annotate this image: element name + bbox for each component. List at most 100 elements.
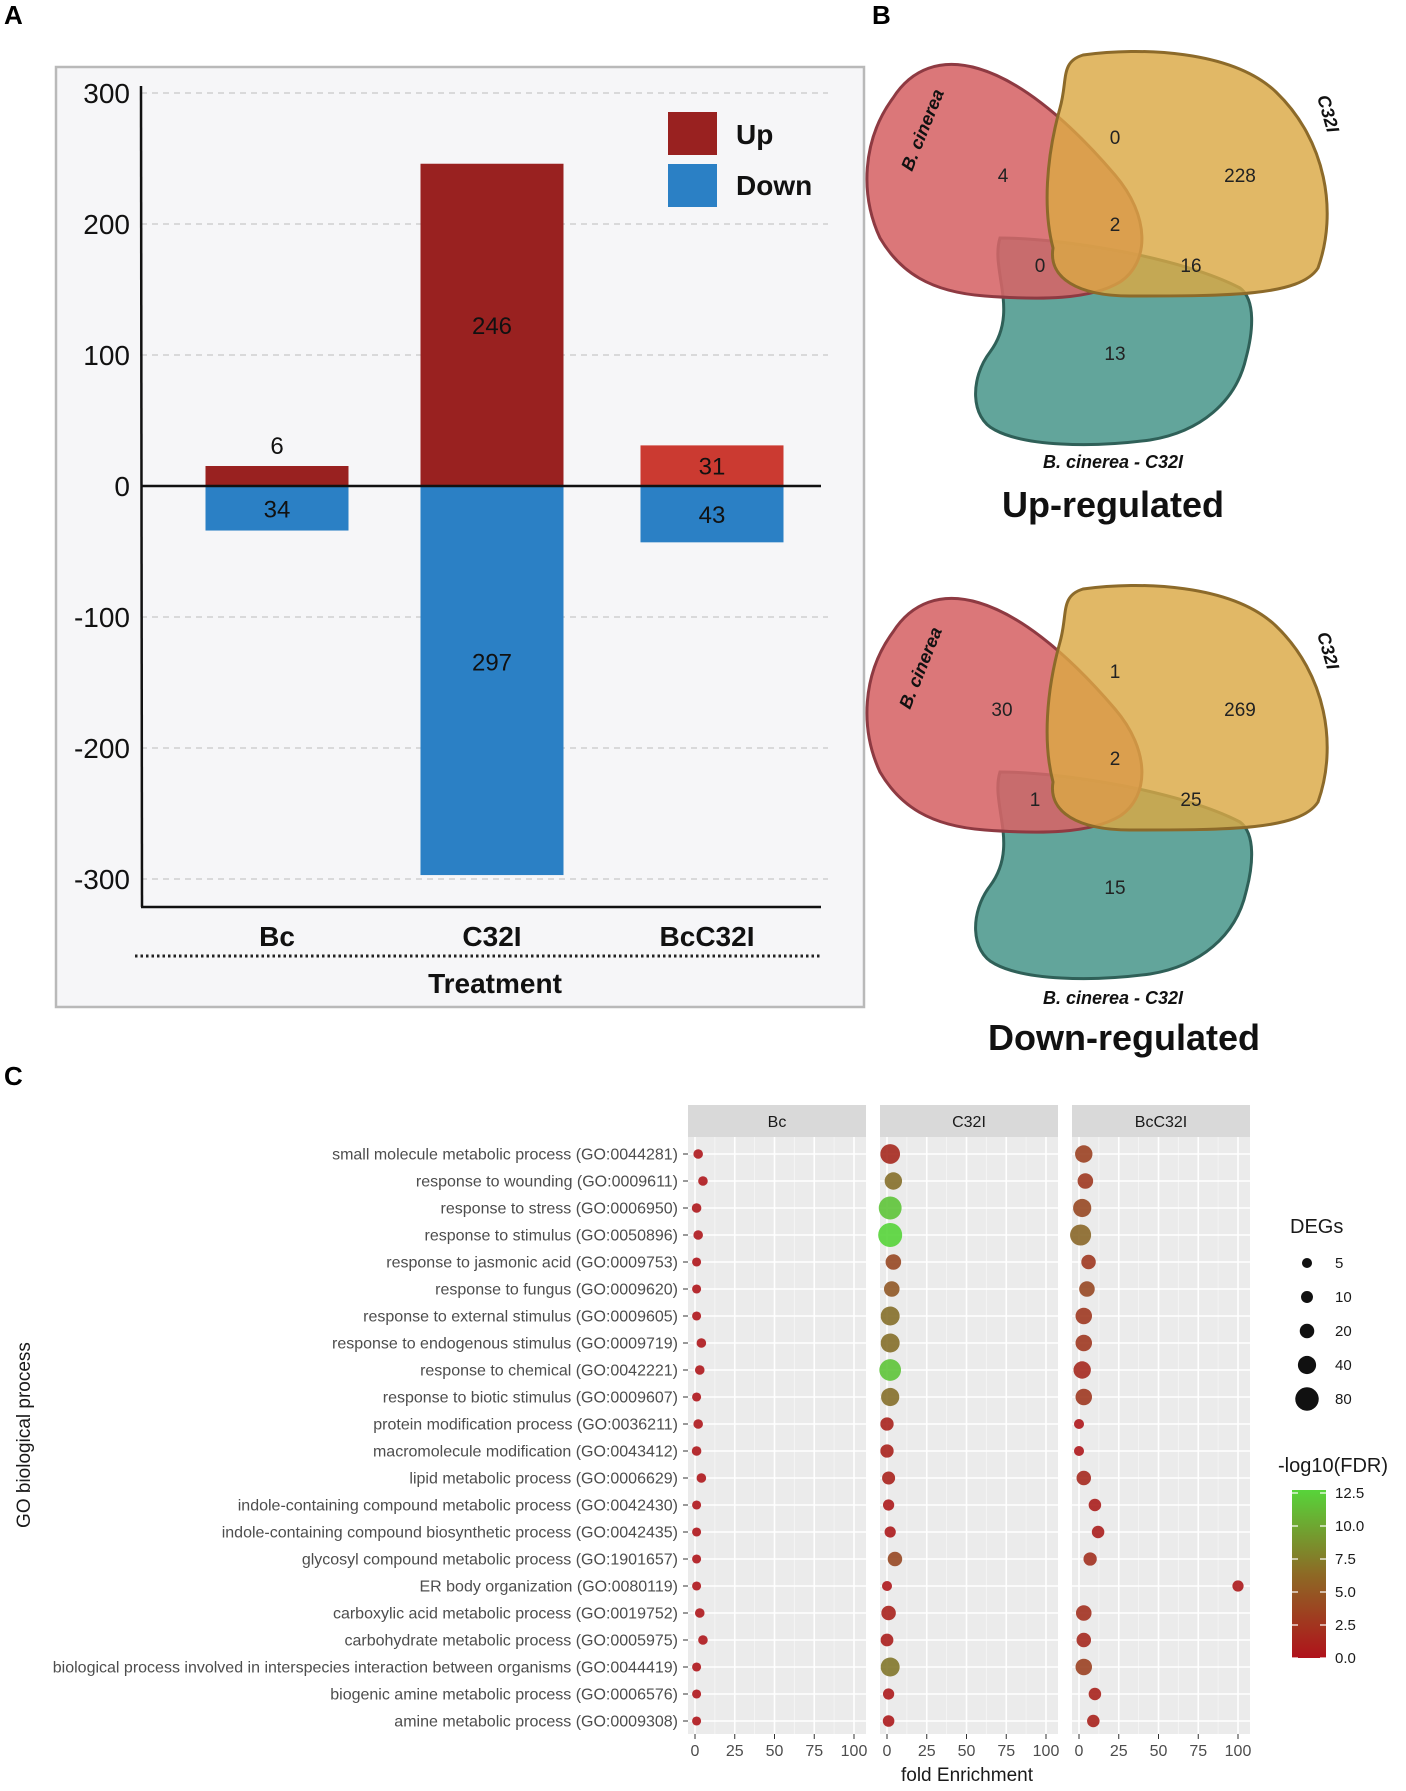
y-tick-label--200: -200: [74, 733, 130, 764]
venn-up-title: Up-regulated: [1002, 484, 1224, 525]
color-legend-label-7.5: 7.5: [1335, 1551, 1356, 1568]
point-BcC32I-3: [1070, 1224, 1092, 1246]
point-Bc-7: [696, 1338, 707, 1348]
point-BcC32I-17: [1075, 1605, 1092, 1621]
venn-down-c-only: 15: [1104, 878, 1125, 899]
point-Bc-4: [692, 1257, 702, 1267]
x-tick-label-C32I-100: 100: [1033, 1743, 1060, 1760]
term-label-5: response to fungus (GO:0009620): [435, 1282, 678, 1299]
term-label-20: biogenic amine metabolic process (GO:000…: [330, 1687, 678, 1704]
venn-down-ab: 1: [1110, 662, 1121, 683]
point-Bc-14: [692, 1527, 702, 1537]
point-BcC32I-15: [1083, 1552, 1097, 1566]
x-tick-label-C32I-0: 0: [883, 1743, 892, 1760]
point-BcC32I-21: [1087, 1714, 1100, 1728]
point-BcC32I-19: [1075, 1658, 1093, 1676]
point-Bc-21: [692, 1716, 702, 1726]
point-Bc-17: [694, 1608, 705, 1618]
bar-chart-x-title: Treatment: [428, 968, 562, 999]
venn-down-title: Down-regulated: [988, 1017, 1260, 1058]
bar-down-BcC32I: [640, 486, 784, 543]
term-label-3: response to stimulus (GO:0050896): [425, 1228, 678, 1245]
size-legend-label-5: 5: [1335, 1255, 1343, 1272]
facet-strip-C32I: [880, 1105, 1058, 1137]
point-BcC32I-6: [1075, 1307, 1093, 1325]
point-BcC32I-5: [1079, 1281, 1095, 1297]
point-Bc-9: [692, 1392, 702, 1402]
point-C32I-7: [880, 1333, 900, 1353]
point-C32I-4: [885, 1254, 902, 1270]
point-BcC32I-14: [1091, 1525, 1105, 1539]
point-Bc-1: [698, 1176, 708, 1186]
size-legend-dot-5: [1301, 1257, 1313, 1269]
x-tick-label-C32I-75: 75: [997, 1743, 1015, 1760]
size-legend-dot-10: [1301, 1291, 1313, 1303]
x-tick-label-BcC32I-0: 0: [1075, 1743, 1084, 1760]
term-label-7: response to endogenous stimulus (GO:0009…: [332, 1336, 678, 1353]
bar-up-Bc: [205, 466, 349, 486]
point-C32I-16: [881, 1580, 893, 1592]
point-BcC32I-2: [1073, 1198, 1092, 1218]
point-C32I-1: [884, 1172, 903, 1190]
point-BcC32I-11: [1073, 1445, 1085, 1457]
point-C32I-8: [879, 1359, 902, 1381]
venn-up-bc: 16: [1180, 256, 1201, 277]
x-tick-label-Bc-75: 75: [805, 1743, 823, 1760]
y-axis-line: [139, 85, 144, 908]
term-label-18: carbohydrate metabolic process (GO:00059…: [344, 1633, 678, 1650]
x-category-label-BcC32I: BcC32I: [660, 921, 755, 952]
point-BcC32I-7: [1075, 1334, 1093, 1352]
term-label-16: ER body organization (GO:0080119): [419, 1579, 678, 1596]
term-label-8: response to chemical (GO:0042221): [420, 1363, 678, 1380]
point-C32I-5: [883, 1281, 900, 1297]
point-C32I-14: [884, 1526, 896, 1538]
bar-down-C32I: [420, 486, 564, 876]
venn-up-set-b: [1045, 49, 1329, 298]
x-tick-label-Bc-25: 25: [726, 1743, 744, 1760]
point-Bc-20: [692, 1689, 702, 1699]
venn-up-c-only: 13: [1104, 344, 1125, 365]
point-C32I-13: [882, 1499, 895, 1511]
point-C32I-3: [878, 1223, 903, 1247]
term-label-11: macromolecule modification (GO:0043412): [373, 1444, 678, 1461]
point-BcC32I-10: [1073, 1418, 1085, 1430]
venn-up: 4 228 0 2 0 16 13 B. cinerea C32I B. cin…: [865, 49, 1343, 525]
dot-plot-legends: DEGs -log10(FDR) 5 10 20 40 80 12.5 10.0 7.5 5.0…: [1278, 1216, 1388, 1667]
x-tick-label-BcC32I-75: 75: [1189, 1743, 1207, 1760]
venn-up-set-b-label: C32I: [1313, 93, 1343, 136]
y-tick-label-0: 0: [114, 471, 130, 502]
venn-down-set-c-label: B. cinerea - C32I: [1043, 988, 1184, 1008]
facet-panel-BcC32I: [1072, 1137, 1250, 1734]
dot-plot-y-title: GO biological process: [14, 1342, 35, 1528]
legend-swatch-up: [668, 112, 717, 155]
term-label-12: lipid metabolic process (GO:0006629): [409, 1471, 678, 1488]
point-Bc-12: [696, 1473, 707, 1483]
size-legend-dot-80: [1295, 1387, 1319, 1411]
facet-strip-Bc: [688, 1105, 866, 1137]
y-tick-label-300: 300: [83, 78, 130, 109]
point-Bc-18: [698, 1635, 708, 1645]
point-BcC32I-0: [1075, 1145, 1093, 1163]
bar-up-label-Bc: 6: [270, 433, 283, 460]
x-tick-label-C32I-25: 25: [918, 1743, 936, 1760]
point-Bc-11: [691, 1446, 702, 1456]
point-BcC32I-18: [1076, 1632, 1092, 1648]
point-Bc-2: [691, 1203, 702, 1213]
term-label-9: response to biotic stimulus (GO:0009607): [383, 1390, 678, 1407]
facet-strip-label-BcC32I: BcC32I: [1135, 1114, 1187, 1131]
point-C32I-6: [880, 1306, 900, 1326]
bar-down-Bc: [205, 486, 349, 531]
legend-label-down: Down: [736, 170, 812, 201]
facet-strip-BcC32I: [1072, 1105, 1250, 1137]
point-BcC32I-9: [1075, 1388, 1093, 1406]
panel-letter-c: C: [4, 1061, 23, 1091]
y-tick-label--300: -300: [74, 864, 130, 895]
point-C32I-2: [878, 1196, 902, 1220]
y-tick-label-200: 200: [83, 209, 130, 240]
point-BcC32I-16: [1232, 1580, 1244, 1592]
x-tick-label-BcC32I-50: 50: [1150, 1743, 1168, 1760]
term-label-21: amine metabolic process (GO:0009308): [394, 1714, 678, 1731]
bar-down-label-BcC32I: 43: [699, 502, 726, 529]
bar-up-label-C32I: 246: [472, 313, 512, 340]
x-category-label-Bc: Bc: [259, 921, 295, 952]
